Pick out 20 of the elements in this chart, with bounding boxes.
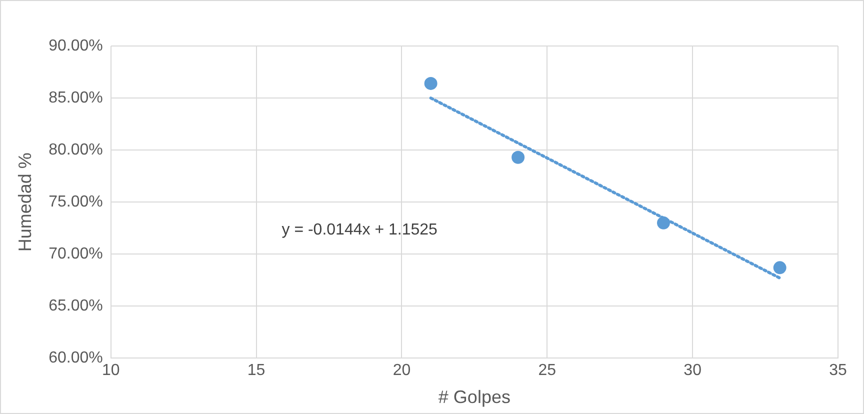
y-tick-label: 70.00% xyxy=(48,246,103,263)
y-tick-label: 90.00% xyxy=(48,37,103,54)
x-tick-label: 25 xyxy=(538,362,556,380)
x-tick-label: 35 xyxy=(829,362,847,380)
y-tick-label: 65.00% xyxy=(48,298,103,315)
point xyxy=(424,76,438,90)
y-axis-title: Humedad % xyxy=(14,152,35,252)
x-tick-label: 30 xyxy=(684,362,702,380)
x-tick-label: 20 xyxy=(392,362,411,380)
x-axis-title: # Golpes xyxy=(438,387,510,408)
annotation: y = -0.0144x + 1.1525 xyxy=(282,222,438,239)
point xyxy=(512,150,525,164)
y-tick-label: 75.00% xyxy=(48,194,103,211)
point xyxy=(656,216,670,230)
y-tick-label: 85.00% xyxy=(48,89,103,106)
y-tick-label: 80.00% xyxy=(48,141,103,158)
x-tick-label: 15 xyxy=(247,362,266,380)
point xyxy=(773,261,786,274)
x-tick-label: 10 xyxy=(102,362,120,380)
y-tick-label: 60.00% xyxy=(48,350,103,367)
